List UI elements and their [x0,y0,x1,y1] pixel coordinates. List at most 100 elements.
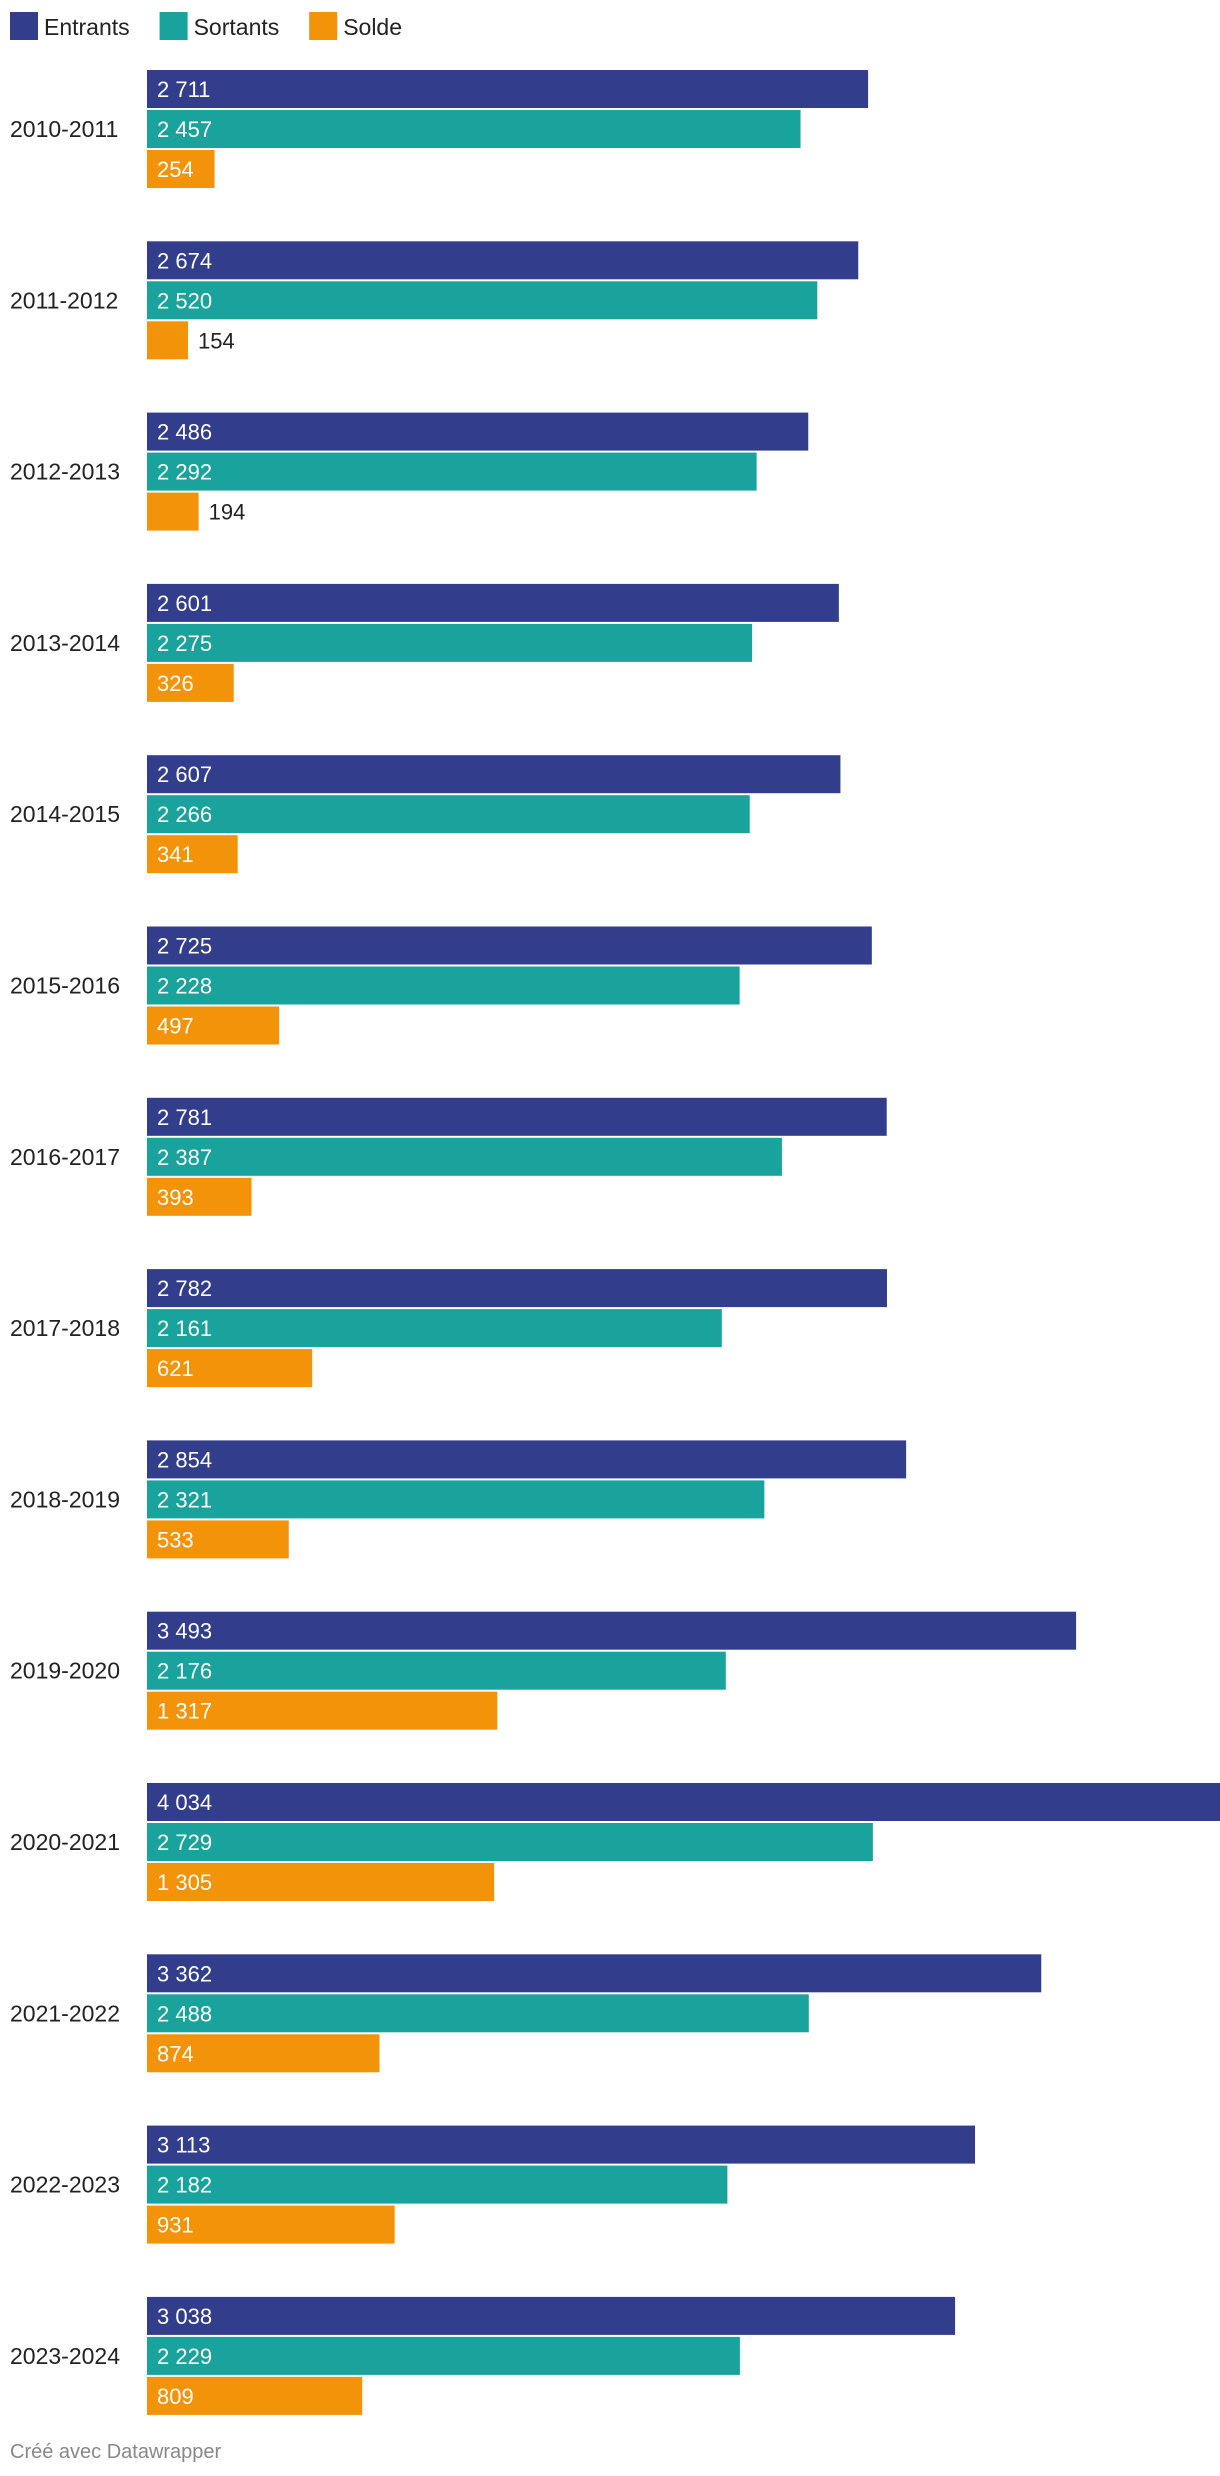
row-2016-2017: 2016-2017 2 781 2 387 393 [10,1097,887,1216]
category-label: 2013-2014 [10,630,120,656]
bar-solde-2015-2016 [147,1006,280,1045]
value-label-sortants: 2 182 [157,2173,212,2198]
category-label: 2017-2018 [10,1315,120,1341]
bar-sortants-2021-2022 [147,1994,809,2033]
category-label: 2021-2022 [10,2000,120,2026]
value-label-sortants: 2 228 [157,974,212,999]
bar-sortants-2022-2023 [147,2165,728,2204]
bar-sortants-2011-2012 [147,281,818,320]
value-label-entrants: 2 607 [157,762,212,787]
bar-sortants-2013-2014 [147,623,753,662]
bar-solde-2016-2017 [147,1177,252,1216]
category-label: 2010-2011 [10,116,118,142]
legend-swatch-sortants [159,12,188,40]
value-label-entrants: 2 711 [157,77,210,102]
row-2021-2022: 2021-2022 3 362 2 488 874 [10,1954,1042,2073]
value-label-entrants: 2 601 [157,591,212,616]
row-2018-2019: 2018-2019 2 854 2 321 533 [10,1440,907,1559]
value-label-entrants: 3 038 [157,2304,212,2329]
bar-sortants-2010-2011 [147,110,801,148]
value-label-entrants: 2 781 [157,1105,212,1130]
value-label-sortants: 2 520 [157,288,212,313]
row-2011-2012: 2011-2012 2 674 2 520 154 [10,241,859,360]
category-label: 2012-2013 [10,459,120,485]
value-label-solde: 154 [198,328,235,353]
bar-sortants-2016-2017 [147,1137,782,1176]
value-label-sortants: 2 488 [157,2001,212,2026]
category-label: 2020-2021 [10,1829,120,1855]
bar-entrants-2012-2013 [147,412,809,451]
bar-entrants-2015-2016 [147,926,872,965]
value-label-sortants: 2 292 [157,460,212,485]
value-label-solde: 809 [157,2384,194,2409]
bar-solde-2023-2024 [147,2376,363,2415]
legend-swatch-solde [309,12,338,40]
legend-label-solde: Solde [343,14,402,40]
bar-solde-2020-2021 [147,1863,495,1901]
bar-entrants-2013-2014 [147,583,839,622]
category-label: 2022-2023 [10,2172,120,2198]
value-label-solde: 326 [157,671,194,696]
value-label-entrants: 4 034 [157,1790,212,1815]
category-label: 2018-2019 [10,1486,120,1512]
value-label-sortants: 2 387 [157,1145,212,1170]
bar-sortants-2012-2013 [147,452,757,491]
bar-solde-2014-2015 [147,835,238,874]
legend: Entrants Sortants Solde [10,12,402,40]
bar-entrants-2019-2020 [147,1611,1077,1650]
bar-entrants-2016-2017 [147,1097,887,1136]
value-label-entrants: 2 782 [157,1276,212,1301]
bar-solde-2019-2020 [147,1691,498,1730]
row-2013-2014: 2013-2014 2 601 2 275 326 [10,583,839,702]
category-label: 2011-2012 [10,287,118,313]
row-2012-2013: 2012-2013 2 486 2 292 194 [10,412,809,531]
value-label-sortants: 2 275 [157,631,212,656]
bar-sortants-2019-2020 [147,1651,726,1690]
value-label-entrants: 3 113 [157,2133,210,2158]
row-2019-2020: 2019-2020 3 493 2 176 1 317 [10,1611,1077,1730]
value-label-solde: 194 [209,500,246,525]
bar-solde-2022-2023 [147,2205,395,2244]
category-label: 2015-2016 [10,973,120,999]
bar-entrants-2011-2012 [147,241,859,280]
value-label-entrants: 2 854 [157,1447,212,1472]
bar-sortants-2014-2015 [147,795,750,834]
row-2015-2016: 2015-2016 2 725 2 228 497 [10,926,872,1045]
bar-sortants-2023-2024 [147,2336,740,2375]
value-label-solde: 533 [157,1527,194,1552]
bar-sortants-2017-2018 [147,1309,722,1348]
category-label: 2014-2015 [10,801,120,827]
bar-solde-2013-2014 [147,663,234,702]
bar-entrants-2014-2015 [147,755,841,794]
footer-credit: Créé avec Datawrapper [10,2441,222,2463]
value-label-solde: 621 [157,1356,194,1381]
value-label-sortants: 2 321 [157,1487,212,1512]
bar-solde-2017-2018 [147,1349,313,1388]
value-label-solde: 393 [157,1185,194,1210]
value-label-sortants: 2 176 [157,1659,212,1684]
bar-entrants-2020-2021 [147,1783,1220,1821]
row-2023-2024: 2023-2024 3 038 2 229 809 [10,2296,956,2415]
bar-solde-2021-2022 [147,2034,380,2073]
bar-entrants-2023-2024 [147,2296,956,2335]
bar-sortants-2020-2021 [147,1823,873,1861]
row-2017-2018: 2017-2018 2 782 2 161 621 [10,1269,887,1388]
bar-entrants-2021-2022 [147,1954,1042,1993]
value-label-solde: 874 [157,2041,194,2066]
legend-label-sortants: Sortants [194,14,280,40]
category-label: 2016-2017 [10,1144,120,1170]
value-label-entrants: 3 493 [157,1619,212,1644]
legend-swatch-entrants [10,12,38,40]
chart-rows: 2010-2011 2 711 2 457 254 2011-2012 2 674 2 52… [10,70,1220,2415]
bar-sortants-2018-2019 [147,1480,765,1519]
bar-entrants-2017-2018 [147,1269,887,1308]
bar-solde-2010-2011 [147,150,215,188]
bar-solde-2018-2019 [147,1520,289,1559]
value-label-entrants: 2 486 [157,420,212,445]
value-label-solde: 254 [157,157,194,182]
category-label: 2019-2020 [10,1658,120,1684]
value-label-sortants: 2 457 [157,117,212,142]
bar-solde-2012-2013 [147,492,199,531]
bar-entrants-2022-2023 [147,2125,976,2164]
category-label: 2023-2024 [10,2343,120,2369]
